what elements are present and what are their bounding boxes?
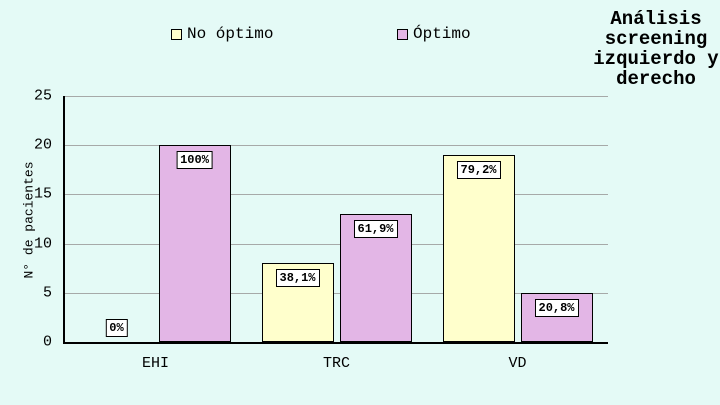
category-label-vd: VD	[508, 355, 527, 372]
gridline-10	[65, 243, 608, 245]
y-tick-label-20: 20	[33, 136, 52, 154]
legend-item-optimo: Óptimo	[397, 25, 471, 43]
gridline-20	[65, 145, 608, 147]
legend-label-optimo: Óptimo	[413, 25, 471, 43]
y-tick-label-10: 10	[33, 235, 52, 253]
gridline-25	[65, 96, 608, 97]
chart-title-line-2: screening	[604, 28, 708, 50]
category-label-ehi: EHI	[141, 355, 170, 372]
gridline-5	[65, 292, 608, 294]
bar-ehi-optimo	[158, 145, 231, 342]
bar-value-label-trc-no-optimo: 38,1%	[275, 269, 320, 288]
bar-value-label-ehi-no-optimo: 0%	[105, 319, 128, 337]
bar-value-label-trc-optimo: 61,9%	[353, 220, 398, 239]
chart-title: Análisis screening izquierdo y derecho	[591, 9, 720, 89]
y-axis-title: N° de pacientes	[21, 161, 37, 279]
chart-title-line-1: Análisis	[610, 8, 702, 30]
bar-vd-no-optimo	[442, 155, 515, 342]
legend-swatch-no-optimo-icon	[171, 28, 182, 40]
category-label-trc: TRC	[322, 355, 351, 372]
bar-value-label-vd-no-optimo: 79,2%	[456, 161, 501, 180]
y-tick-label-0: 0	[42, 333, 52, 351]
chart-title-line-3: izquierdo y	[593, 48, 719, 70]
plot-area: 0 5 10 15 20 25 EHI 0% 100% TRC 38,1% 61,9% VD 79,2% 2…	[34, 88, 608, 372]
y-tick-label-5: 5	[42, 284, 52, 302]
legend-item-no-optimo: No óptimo	[171, 25, 273, 43]
bar-value-label-ehi-optimo: 100%	[176, 151, 213, 170]
legend-label-no-optimo: No óptimo	[187, 25, 274, 43]
legend-swatch-optimo-icon	[397, 28, 408, 40]
chart-title-line-4: derecho	[616, 68, 696, 90]
gridline-15	[65, 194, 608, 196]
bar-value-label-vd-optimo: 20,8%	[534, 298, 579, 317]
y-tick-label-25: 25	[33, 87, 52, 105]
y-tick-label-15: 15	[33, 185, 52, 203]
